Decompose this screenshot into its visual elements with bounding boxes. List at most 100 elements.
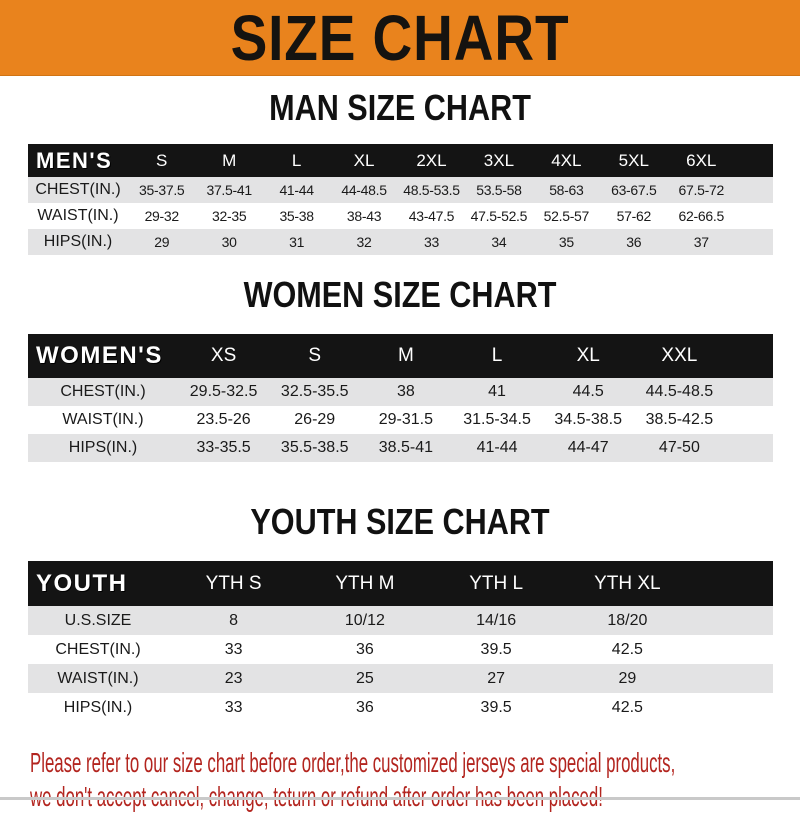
size-value-cell: 31.5-34.5 [463, 411, 531, 428]
column-header-m: M [222, 150, 237, 170]
row-label: CHEST(IN.) [60, 383, 146, 400]
column-header-2xl: 2XL [416, 150, 447, 170]
row-label: CHEST(IN.) [35, 181, 121, 198]
table-row-chest-in: CHEST(IN.) 35-37.5 37.5-41 41-44 44-48.5 48.5… [28, 177, 773, 203]
table-header-row: WOMEN'S XS S M L XL XXL [28, 334, 773, 378]
spacer-cell [725, 334, 773, 378]
size-value-cell: 41 [488, 383, 506, 400]
size-table-men-s: MEN'S S M L XL 2XL 3XL 4XL 5XL 6XL CHEST(IN.) 35-37… [28, 144, 773, 255]
column-header-m: M [397, 345, 414, 366]
size-value-cell: 41-44 [476, 439, 518, 456]
size-value-cell: 29 [618, 669, 637, 687]
size-value-cell: 44-47 [567, 439, 609, 456]
size-value-cell: 36 [355, 698, 374, 716]
size-table-youth: YOUTH YTH S YTH M YTH L YTH XL U.S.SIZE 8 10/12… [28, 561, 773, 722]
column-header-l: L [491, 345, 503, 366]
size-value-cell: 33 [224, 640, 243, 658]
size-value-cell: 38 [396, 383, 415, 400]
spacer-cell [725, 434, 773, 462]
size-value-cell: 52.5-57 [543, 208, 590, 224]
column-header-yth-s: YTH S [205, 572, 262, 594]
row-label: CHEST(IN.) [55, 640, 141, 658]
column-header-xl: XL [576, 345, 600, 366]
size-value-cell: 41-44 [279, 182, 314, 198]
size-value-cell: 63-67.5 [611, 182, 657, 198]
column-header-4xl: 4XL [551, 150, 582, 170]
spacer-cell [693, 561, 773, 606]
size-value-cell: 29.5-32.5 [189, 383, 258, 400]
size-value-cell: 25 [355, 669, 374, 687]
column-header-yth-m: YTH M [335, 572, 395, 594]
column-header-yth-l: YTH L [469, 572, 524, 594]
section-heading-text: WOMEN SIZE CHART [243, 274, 557, 315]
spacer-cell [735, 144, 773, 177]
spacer-cell [735, 177, 773, 203]
size-value-cell: 29-32 [144, 208, 180, 224]
size-value-cell: 26-29 [294, 411, 336, 428]
size-chart-sections: MAN SIZE CHART MEN'S S M L XL 2XL 3XL 4XL 5XL 6XL C… [0, 90, 800, 722]
size-value-cell: 48.5-53.5 [403, 182, 460, 198]
row-label: WAIST(IN.) [37, 207, 119, 224]
row-label: HIPS(IN.) [63, 698, 133, 716]
size-chart-banner: SIZE CHART [0, 0, 800, 76]
column-header-3xl: 3XL [483, 150, 515, 170]
footer-note: Please refer to our size chart before or… [30, 746, 800, 814]
size-value-cell: 29-31.5 [378, 411, 434, 428]
size-value-cell: 37.5-41 [206, 182, 252, 198]
size-value-cell: 42.5 [611, 698, 643, 716]
table-row-hips-in: HIPS(IN.) 29 30 31 32 33 34 35 36 37 [28, 229, 773, 255]
size-value-cell: 33-35.5 [196, 439, 251, 456]
table-row-waist-in: WAIST(IN.) 23 25 27 29 [28, 664, 773, 693]
column-header-s: S [156, 150, 168, 170]
size-value-cell: 47-50 [658, 439, 700, 456]
size-value-cell: 36 [355, 640, 374, 658]
size-value-cell: 10/12 [344, 611, 385, 629]
section-heading: MAN SIZE CHART [0, 90, 800, 131]
spacer-cell [693, 664, 773, 693]
size-value-cell: 29 [154, 234, 170, 250]
table-row-hips-in: HIPS(IN.) 33-35.5 35.5-38.5 38.5-41 41-44 44-… [28, 434, 773, 462]
size-value-cell: 42.5 [611, 640, 643, 658]
size-value-cell: 32-35 [212, 208, 247, 224]
column-header-5xl: 5XL [618, 150, 649, 170]
table-row-u-s-size: U.S.SIZE 8 10/12 14/16 18/20 [28, 606, 773, 635]
column-header-s: S [308, 345, 322, 366]
size-section-youth: YOUTH SIZE CHART YOUTH YTH S YTH M YTH L YTH … [0, 504, 800, 722]
table-title-cell: YOUTH [36, 569, 128, 597]
spacer-cell [725, 378, 773, 406]
size-value-cell: 35-37.5 [139, 182, 185, 198]
size-value-cell: 23 [224, 669, 243, 687]
row-label: U.S.SIZE [64, 611, 132, 629]
spacer-cell [693, 635, 773, 664]
table-header-row: YOUTH YTH S YTH M YTH L YTH XL [28, 561, 773, 606]
size-value-cell: 34 [491, 234, 507, 250]
row-label: HIPS(IN.) [43, 233, 113, 250]
spacer-cell [693, 693, 773, 722]
size-value-cell: 44.5-48.5 [645, 383, 714, 400]
size-value-cell: 27 [487, 669, 506, 687]
table-title-cell: MEN'S [36, 147, 113, 173]
size-value-cell: 38.5-41 [378, 439, 434, 456]
size-value-cell: 58-63 [549, 182, 584, 198]
size-table-women-s: WOMEN'S XS S M L XL XXL CHEST(IN.) 29.5-32.5 32.5… [28, 334, 773, 462]
size-value-cell: 33 [423, 234, 439, 250]
size-value-cell: 30 [221, 234, 237, 250]
table-row-chest-in: CHEST(IN.) 29.5-32.5 32.5-35.5 38 41 44.5 44.5… [28, 378, 773, 406]
size-value-cell: 36 [626, 234, 642, 250]
table-row-hips-in: HIPS(IN.) 33 36 39.5 42.5 [28, 693, 773, 722]
size-value-cell: 33 [224, 698, 243, 716]
spacer-cell [725, 406, 773, 434]
row-label: HIPS(IN.) [68, 439, 138, 456]
size-value-cell: 57-62 [616, 208, 652, 224]
table-title-cell: WOMEN'S [36, 342, 163, 369]
section-heading: YOUTH SIZE CHART [0, 504, 800, 545]
size-value-cell: 35-38 [279, 208, 314, 224]
size-value-cell: 35 [558, 234, 574, 250]
size-value-cell: 32.5-35.5 [280, 383, 349, 400]
photo-bottom-edge [0, 797, 800, 800]
table-row-chest-in: CHEST(IN.) 33 36 39.5 42.5 [28, 635, 773, 664]
table-row-waist-in: WAIST(IN.) 23.5-26 26-29 29-31.5 31.5-34.5 34… [28, 406, 773, 434]
table-header-row: MEN'S S M L XL 2XL 3XL 4XL 5XL 6XL [28, 144, 773, 177]
size-value-cell: 35.5-38.5 [280, 439, 349, 456]
column-header-xl: XL [353, 150, 375, 170]
